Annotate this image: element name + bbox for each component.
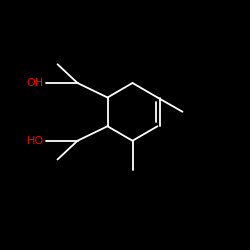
Text: HO: HO [26, 136, 44, 146]
Text: OH: OH [26, 78, 44, 88]
